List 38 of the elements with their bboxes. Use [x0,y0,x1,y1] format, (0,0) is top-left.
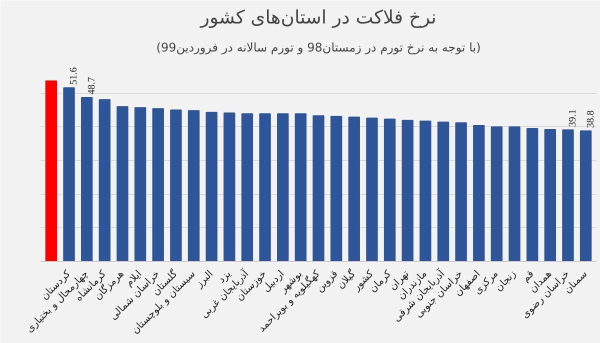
bar [437,122,450,262]
bar [134,107,146,262]
bar [366,118,378,262]
bar [312,115,324,262]
bar [384,118,396,262]
bar [508,126,520,262]
bar [63,87,75,262]
bar [80,97,93,262]
bar [45,80,58,262]
chart-title: نرخ فلاکت در استان‌های کشور [200,8,436,28]
data-label: 38.8 [585,110,596,128]
data-label: 39.1 [567,109,578,127]
bar [170,110,182,262]
x-tick-label: البرز [193,268,216,291]
bar [544,129,556,262]
bar [402,120,414,262]
data-label: 51.6 [68,67,80,85]
bar [224,112,236,262]
chart-subtitle: (با توجه به نرخ تورم در زمستان98 و تورم سالانه در فروردین99) [156,40,481,54]
bar [580,130,592,262]
bar [562,129,574,262]
bar [526,128,538,262]
bar [98,99,110,262]
bar [188,110,200,262]
bar [490,126,503,262]
bar [277,113,289,262]
bar [116,106,128,262]
bar [348,116,360,262]
bar [330,116,342,262]
bar [152,108,164,262]
bar [294,113,307,262]
bar [259,113,271,262]
bar [473,124,485,262]
bar [206,112,218,262]
bar [420,120,432,262]
data-label: 48.7 [86,77,98,95]
bar [241,113,254,262]
bar [455,122,467,262]
